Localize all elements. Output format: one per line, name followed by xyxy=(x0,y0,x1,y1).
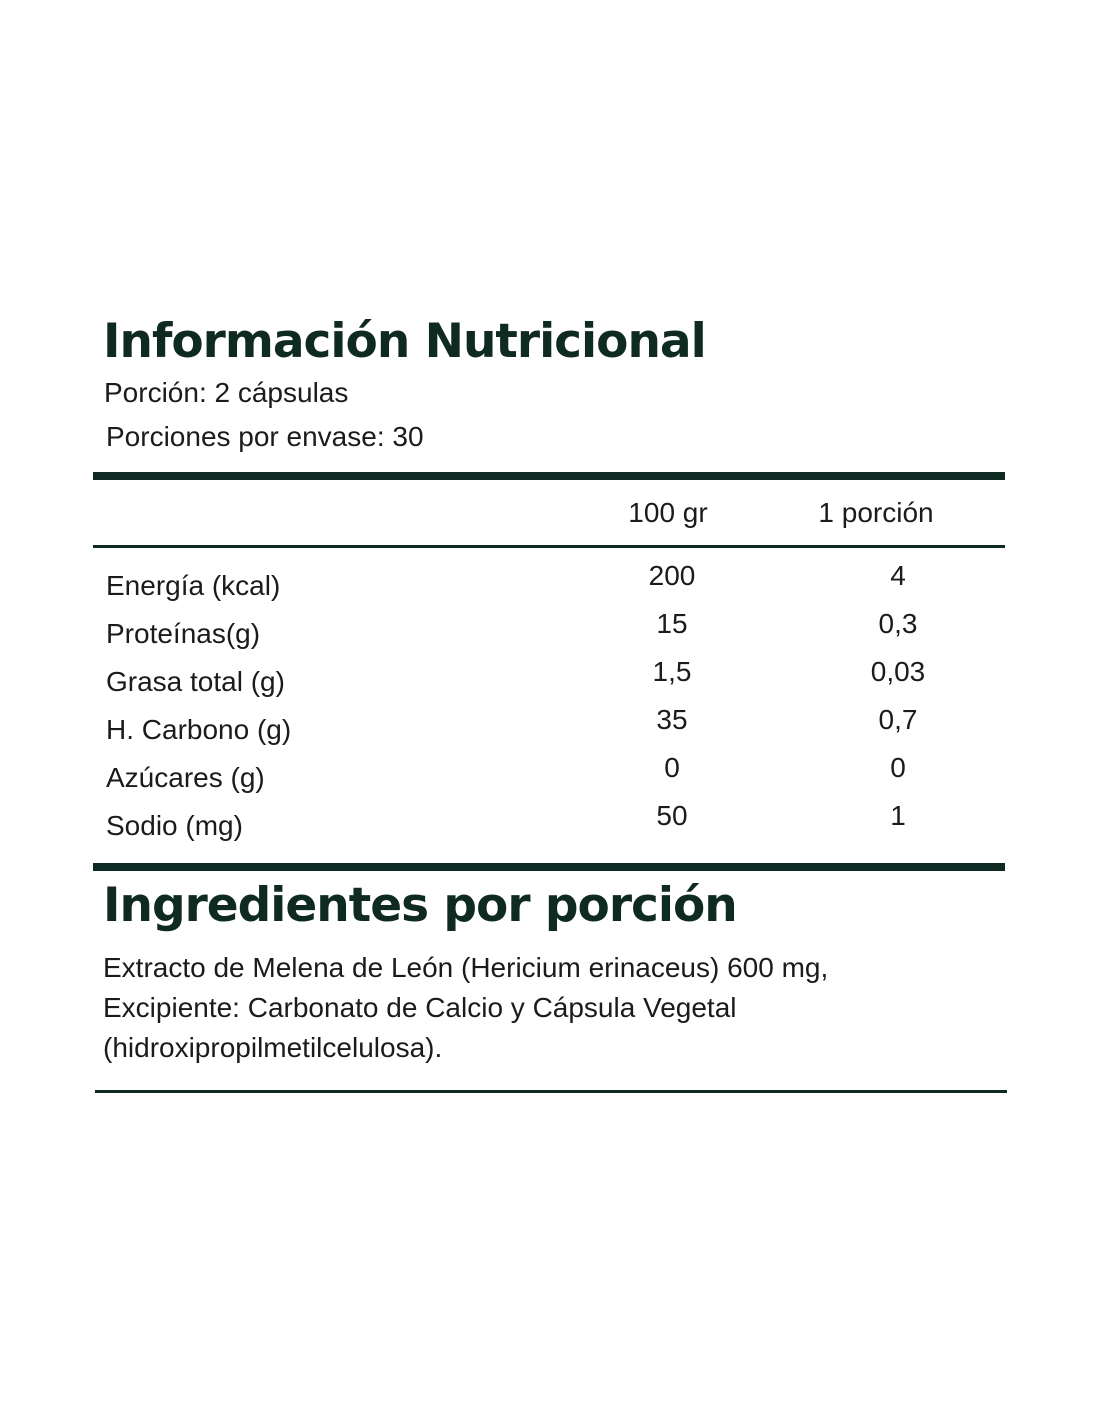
cell-portion: 0,7 xyxy=(878,704,918,735)
row-label: Energía (kcal) xyxy=(106,570,281,601)
column-header: 1 porción xyxy=(818,497,934,528)
cell-100gr: 0 xyxy=(664,752,680,783)
servings-per-container: Porciones por envase: 30 xyxy=(106,421,424,452)
thin-rule xyxy=(93,545,1005,548)
cell-portion: 0,03 xyxy=(870,656,926,687)
bottom-rule xyxy=(95,1090,1007,1093)
cell-100gr: 15 xyxy=(656,608,688,639)
row-label: Sodio (mg) xyxy=(106,810,243,841)
cell-100gr: 200 xyxy=(648,560,696,591)
cell-100gr: 1,5 xyxy=(652,656,692,687)
row-label: H. Carbono (g) xyxy=(106,714,292,745)
cell-portion: 4 xyxy=(890,560,906,591)
row-label: Grasa total (g) xyxy=(106,666,285,697)
column-header: 100 gr xyxy=(628,497,708,528)
cell-portion: 0 xyxy=(890,752,906,783)
thick-rule xyxy=(93,863,1005,871)
ingredients-title: Ingredientes por porción xyxy=(103,878,738,933)
row-label: Azúcares (g) xyxy=(106,762,265,793)
serving: Porción: 2 cápsulas xyxy=(104,377,349,408)
thick-rule xyxy=(93,472,1005,480)
cell-100gr: 50 xyxy=(656,800,688,831)
title: Información Nutricional xyxy=(103,314,707,369)
ingredients-line: (hidroxipropilmetilcelulosa). xyxy=(103,1032,443,1063)
ingredients-line: Excipiente: Carbonato de Calcio y Cápsul… xyxy=(103,992,737,1023)
cell-portion: 0,3 xyxy=(878,608,918,639)
ingredients-line: Extracto de Melena de León (Hericium eri… xyxy=(103,952,829,983)
row-label: Proteínas(g) xyxy=(106,618,261,649)
cell-portion: 1 xyxy=(890,800,906,831)
cell-100gr: 35 xyxy=(656,704,688,735)
